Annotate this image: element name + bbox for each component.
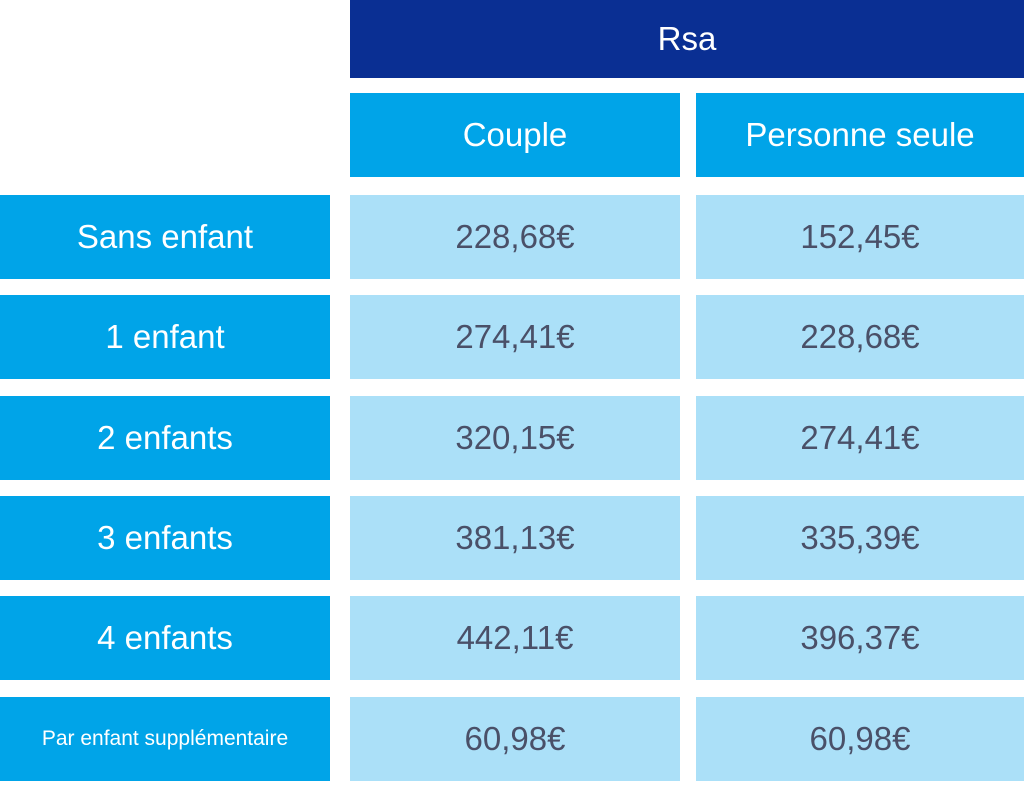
- row-header-sans-enfant: Sans enfant: [0, 195, 330, 279]
- value-couple-4-enfants: 442,11€: [350, 596, 680, 680]
- value-seule-sans-enfant: 152,45€: [696, 195, 1024, 279]
- value-seule-1-enfant: 228,68€: [696, 295, 1024, 379]
- value-couple-par-enfant-supplementaire: 60,98€: [350, 697, 680, 781]
- table-title: Rsa: [350, 0, 1024, 78]
- value-couple-sans-enfant: 228,68€: [350, 195, 680, 279]
- value-couple-1-enfant: 274,41€: [350, 295, 680, 379]
- value-seule-4-enfants: 396,37€: [696, 596, 1024, 680]
- row-header-1-enfant: 1 enfant: [0, 295, 330, 379]
- value-seule-3-enfants: 335,39€: [696, 496, 1024, 580]
- row-header-par-enfant-supplementaire: Par enfant supplémentaire: [0, 697, 330, 781]
- row-header-4-enfants: 4 enfants: [0, 596, 330, 680]
- column-header-couple: Couple: [350, 93, 680, 177]
- row-header-2-enfants: 2 enfants: [0, 396, 330, 480]
- value-couple-3-enfants: 381,13€: [350, 496, 680, 580]
- value-seule-2-enfants: 274,41€: [696, 396, 1024, 480]
- value-seule-par-enfant-supplementaire: 60,98€: [696, 697, 1024, 781]
- column-header-personne-seule: Personne seule: [696, 93, 1024, 177]
- value-couple-2-enfants: 320,15€: [350, 396, 680, 480]
- row-header-3-enfants: 3 enfants: [0, 496, 330, 580]
